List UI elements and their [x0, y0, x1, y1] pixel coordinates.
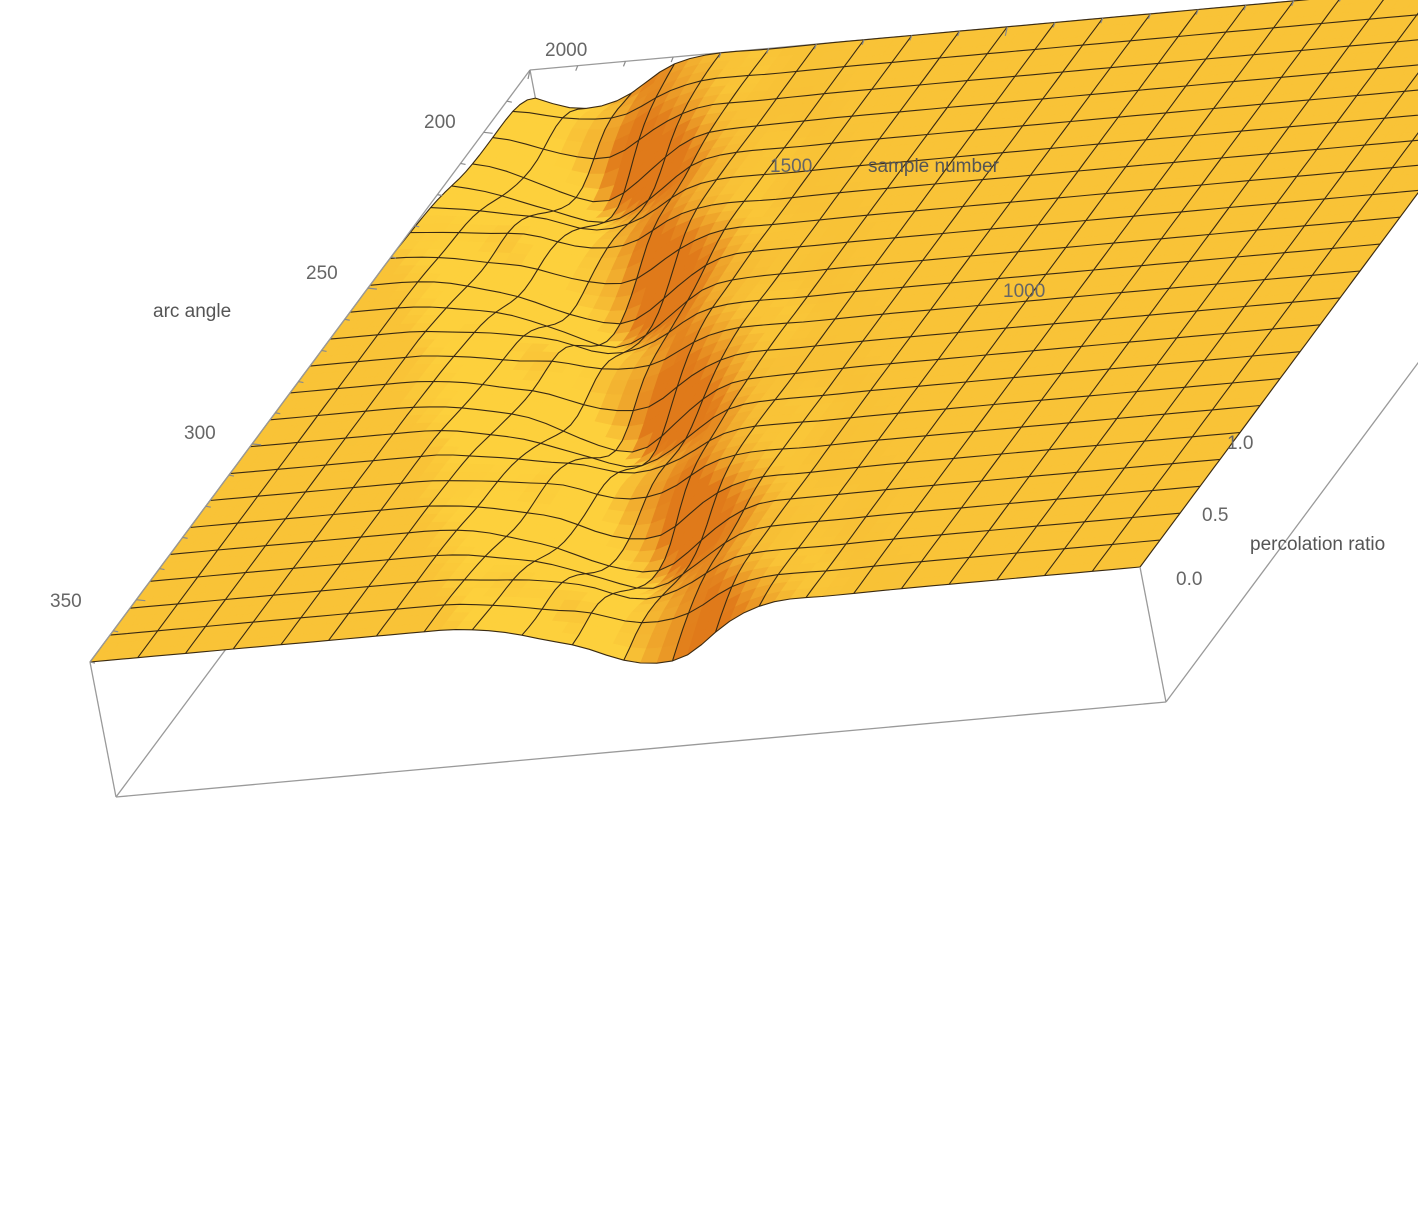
x-tick-mark [813, 43, 817, 50]
y-tick-label-250: 250 [306, 263, 338, 284]
y-tick-mark [252, 443, 262, 446]
tick-labels: 2000 1500 1000 200 250 300 350 1.0 0.5 0… [50, 40, 1253, 612]
surface-mesh [89, 0, 1418, 664]
y-tick-label-300: 300 [184, 423, 216, 444]
mesh-lines [89, 0, 1418, 664]
x-tick-label-1500: 1500 [770, 156, 812, 177]
box-edge-left-top [89, 69, 531, 663]
mesh-line-sample [410, 139, 1418, 249]
x-tick-mark [1052, 22, 1056, 28]
box-edge-right-bottom [1165, 361, 1418, 703]
y-tick-mark [437, 194, 443, 197]
z-axis-title: percolation ratio [1250, 534, 1385, 555]
y-tick-mark [414, 225, 420, 228]
surface-patch [1414, 152, 1418, 158]
bounding-box-front [89, 69, 1167, 798]
y-tick-mark [205, 505, 211, 508]
x-tick-mark [670, 56, 674, 63]
y-tick-mark [228, 474, 235, 477]
x-tick-mark [622, 61, 627, 67]
x-tick-mark [1291, 0, 1295, 7]
x-tick-mark [527, 69, 531, 80]
mesh-line-sample [389, 164, 1418, 285]
z-tick-label-0: 0.0 [1176, 569, 1202, 590]
mesh-line-sample [329, 243, 1381, 355]
y-tick-mark [298, 380, 304, 384]
mesh-line-sample [229, 378, 1281, 475]
box-edge-front-left-vertical [89, 661, 117, 798]
mesh-line-sample [249, 351, 1301, 468]
x-tick-mark [718, 52, 722, 58]
x-tick-mark [1243, 5, 1247, 11]
x-tick-mark [1100, 17, 1104, 24]
x-tick-mark [1147, 13, 1152, 20]
mesh-line-sample [189, 431, 1241, 540]
y-tick-mark [460, 162, 466, 166]
mesh-line-sample [430, 114, 1418, 231]
mesh-line-sample [289, 297, 1341, 412]
z-tick-label-0-5: 0.5 [1202, 505, 1228, 526]
mesh-line-sample [169, 458, 1221, 573]
box-edge-front-bottom [115, 701, 1167, 798]
x-tick-label-1000: 1000 [1003, 281, 1045, 302]
mesh-line-sample [149, 485, 1201, 589]
surface-patch [1407, 56, 1418, 67]
y-tick-label-200: 200 [424, 112, 456, 133]
x-tick-mark [1004, 26, 1008, 36]
mesh-line-sample [209, 404, 1261, 502]
x-tick-mark [1195, 9, 1199, 15]
x-tick-mark [956, 30, 961, 37]
surface-patches [89, 0, 1418, 664]
surface-patch [1412, 32, 1418, 41]
surface-patch [1406, 0, 1418, 8]
x-tick-mark [1338, 0, 1341, 2]
y-tick-mark [159, 567, 165, 571]
surface-patch [1407, 156, 1418, 167]
x-axis-title: sample number [868, 156, 1000, 177]
axis-ticks [89, 0, 1341, 664]
y-tick-mark [113, 630, 119, 633]
mesh-line-sample [109, 539, 1161, 636]
mesh-line-sample [492, 39, 1418, 160]
y-axis-title: arc angle [153, 301, 231, 322]
y-tick-mark [344, 318, 350, 321]
mesh-line-sample [129, 512, 1181, 609]
x-tick-mark [861, 39, 865, 45]
y-tick-mark [367, 287, 377, 290]
mesh-line-sample [472, 64, 1418, 203]
x-tick-mark [766, 48, 770, 54]
mesh-line-sample [512, 14, 1418, 120]
surface-patch [1414, 52, 1418, 58]
y-tick-label-350: 350 [50, 591, 82, 612]
surface-patch [1413, 92, 1418, 100]
mesh-line-sample [309, 270, 1361, 370]
z-tick-label-1: 1.0 [1227, 433, 1253, 454]
y-tick-mark [506, 100, 512, 103]
y-tick-mark [275, 412, 281, 415]
y-tick-mark [321, 349, 327, 353]
x-tick-label-2000: 2000 [545, 40, 587, 61]
surface-patch [1410, 173, 1418, 184]
mesh-line-sample [349, 216, 1401, 348]
y-tick-mark [182, 536, 188, 539]
box-edge-front-right-vertical [1139, 566, 1167, 703]
y-tick-mark [483, 131, 493, 134]
mesh-line-sample [369, 189, 1418, 325]
y-tick-mark [136, 599, 146, 602]
mesh-line-sample [269, 324, 1321, 453]
x-tick-mark [909, 35, 913, 41]
mesh-line-sample [451, 89, 1418, 223]
x-tick-mark [575, 65, 579, 71]
y-tick-mark [89, 661, 96, 664]
mesh-line-sample [89, 566, 1141, 664]
y-tick-mark [390, 256, 397, 259]
surface-patch [1409, 114, 1418, 125]
